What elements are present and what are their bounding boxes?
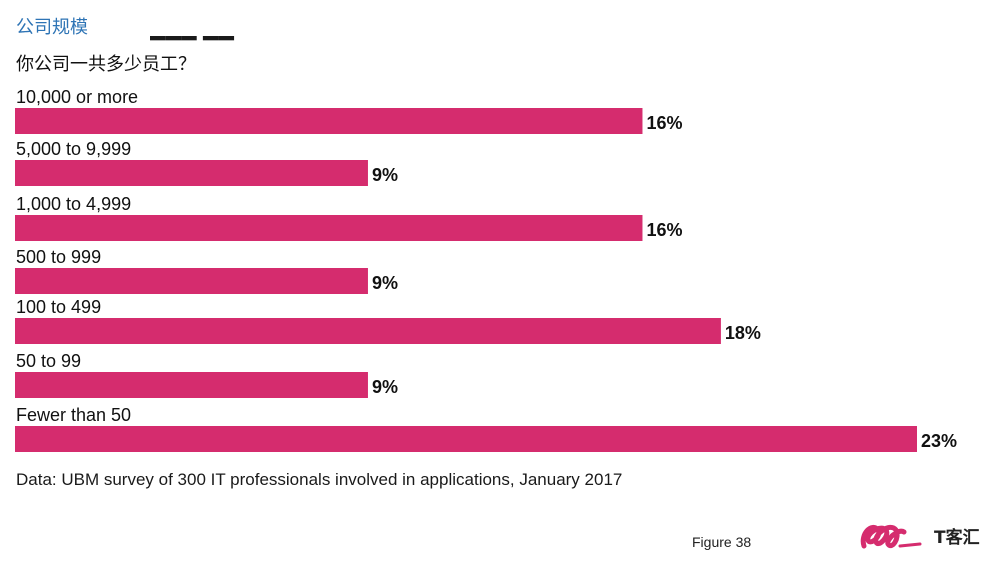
- survey-question: 你公司一共多少员工？: [16, 54, 196, 75]
- bar: [15, 372, 368, 398]
- category-label: 500 to 999: [16, 247, 101, 267]
- data-label: 23%: [921, 431, 957, 451]
- category-label: 100 to 499: [16, 297, 101, 317]
- bar: [15, 268, 368, 294]
- data-label: 16%: [646, 220, 682, 240]
- bar: [15, 215, 643, 241]
- data-label: 9%: [372, 165, 398, 185]
- bar-chart: 10,000 or more 16% 5,000 to 9,999 9% 1,000 t…: [15, 87, 957, 452]
- data-source-note: Data: UBM survey of 300 IT professionals…: [16, 470, 623, 489]
- data-label: 9%: [372, 377, 398, 397]
- partially-hidden-heading: ▀▀▀ ▀▀: [150, 36, 250, 44]
- data-label: 18%: [725, 323, 761, 343]
- bar: [15, 426, 917, 452]
- bar: [15, 160, 368, 186]
- figure-label: Figure 38: [692, 534, 752, 550]
- page-title: 公司规模: [16, 17, 88, 38]
- bar: [15, 108, 643, 134]
- bar: [15, 318, 721, 344]
- category-label: 50 to 99: [16, 351, 81, 371]
- brand-logo-icon: [860, 524, 922, 549]
- category-label: 10,000 or more: [16, 87, 138, 107]
- category-label: Fewer than 50: [16, 405, 131, 425]
- category-label: 1,000 to 4,999: [16, 194, 131, 214]
- data-label: 16%: [646, 113, 682, 133]
- category-label: 5,000 to 9,999: [16, 139, 131, 159]
- data-label: 9%: [372, 273, 398, 293]
- brand-logo-text: T客汇: [934, 528, 980, 548]
